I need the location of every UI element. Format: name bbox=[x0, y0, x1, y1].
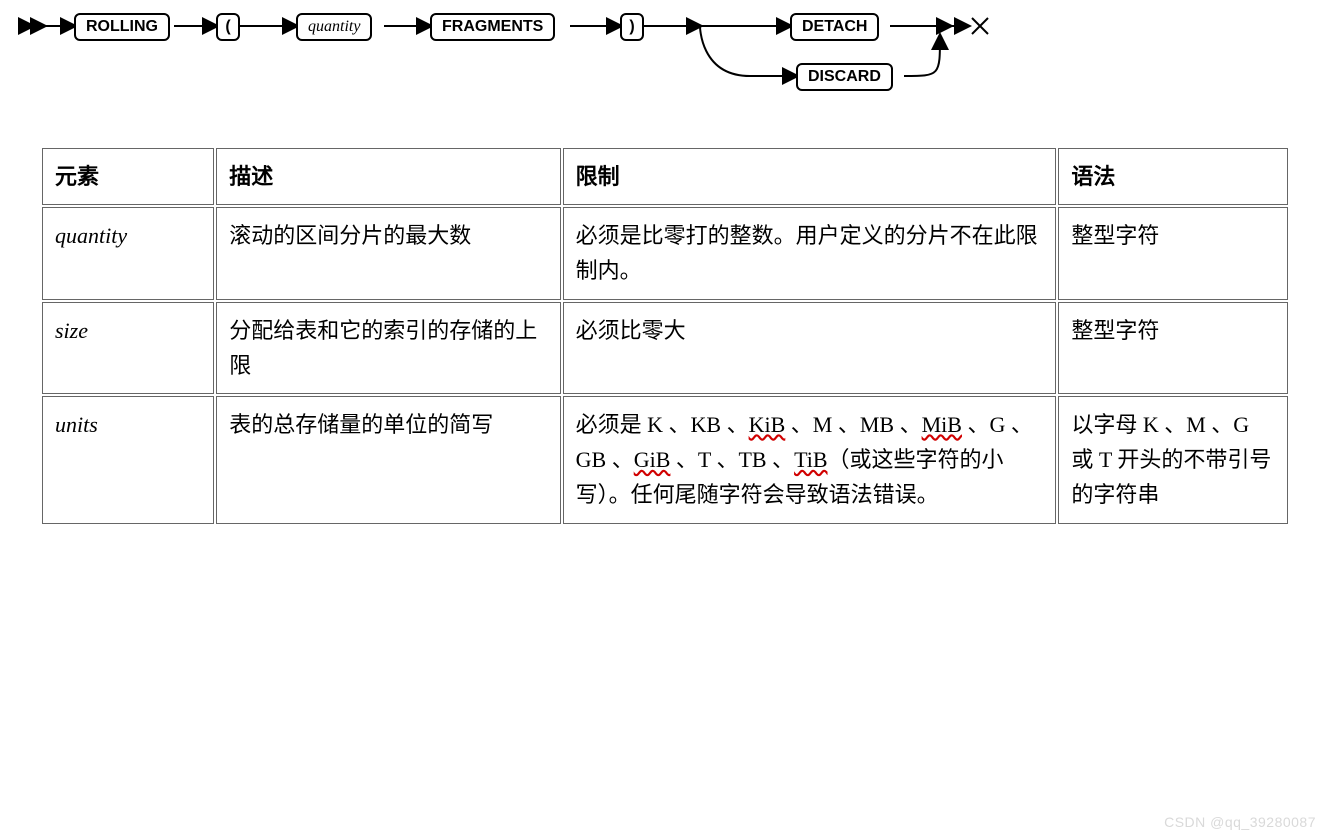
limit-text: 必须是 K 、KB 、 bbox=[576, 412, 749, 437]
limit-text: 、M 、MB 、 bbox=[785, 412, 921, 437]
term-tib: TiB bbox=[794, 447, 827, 472]
cell-syntax: 以字母 K 、M 、G 或 T 开头的不带引号的字符串 bbox=[1058, 396, 1288, 524]
cell-desc: 滚动的区间分片的最大数 bbox=[216, 207, 560, 299]
th-syntax: 语法 bbox=[1058, 148, 1288, 205]
spec-table: 元素 描述 限制 语法 quantity 滚动的区间分片的最大数 必须是比零打的… bbox=[40, 146, 1290, 526]
cell-limit: 必须比零大 bbox=[563, 302, 1057, 394]
node-fragments: FRAGMENTS bbox=[430, 13, 555, 41]
node-lparen: ( bbox=[216, 13, 240, 41]
node-rparen: ) bbox=[620, 13, 644, 41]
limit-text: 、T 、TB 、 bbox=[670, 447, 794, 472]
cell-desc: 分配给表和它的索引的存储的上限 bbox=[216, 302, 560, 394]
table-row: units 表的总存储量的单位的简写 必须是 K 、KB 、KiB 、M 、MB… bbox=[42, 396, 1288, 524]
node-rolling: ROLLING bbox=[74, 13, 170, 41]
table-header-row: 元素 描述 限制 语法 bbox=[42, 148, 1288, 205]
table-row: size 分配给表和它的索引的存储的上限 必须比零大 整型字符 bbox=[42, 302, 1288, 394]
term-kib: KiB bbox=[749, 412, 786, 437]
table-row: quantity 滚动的区间分片的最大数 必须是比零打的整数。用户定义的分片不在… bbox=[42, 207, 1288, 299]
cell-syntax: 整型字符 bbox=[1058, 302, 1288, 394]
cell-limit: 必须是比零打的整数。用户定义的分片不在此限制内。 bbox=[563, 207, 1057, 299]
node-discard: DISCARD bbox=[796, 63, 893, 91]
cell-element: size bbox=[42, 302, 214, 394]
syntax-diagram: ROLLING ( quantity FRAGMENTS ) DETACH DI… bbox=[10, 6, 1010, 116]
watermark-text: CSDN @qq_39280087 bbox=[1164, 814, 1316, 830]
th-desc: 描述 bbox=[216, 148, 560, 205]
cell-element: quantity bbox=[42, 207, 214, 299]
node-detach: DETACH bbox=[790, 13, 879, 41]
th-limit: 限制 bbox=[563, 148, 1057, 205]
cell-syntax: 整型字符 bbox=[1058, 207, 1288, 299]
cell-limit: 必须是 K 、KB 、KiB 、M 、MB 、MiB 、G 、GB 、GiB 、… bbox=[563, 396, 1057, 524]
cell-element: units bbox=[42, 396, 214, 524]
term-gib: GiB bbox=[634, 447, 671, 472]
cell-desc: 表的总存储量的单位的简写 bbox=[216, 396, 560, 524]
th-element: 元素 bbox=[42, 148, 214, 205]
node-quantity: quantity bbox=[296, 13, 372, 41]
term-mib: MiB bbox=[922, 412, 962, 437]
